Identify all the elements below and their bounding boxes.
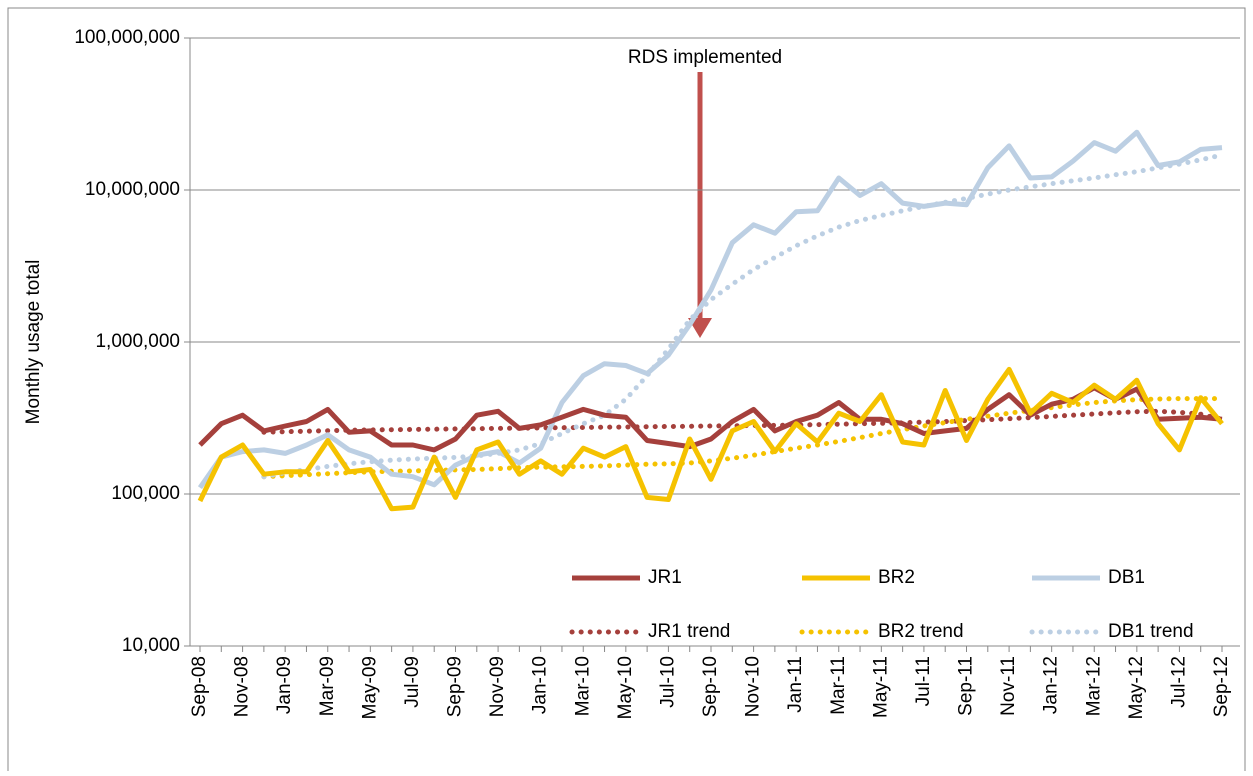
x-tick-label: Jul-10 <box>657 656 678 708</box>
x-tick-label: Mar-09 <box>317 656 338 716</box>
trend-line <box>261 152 1225 480</box>
series-line <box>197 366 1224 512</box>
annotation-arrowhead <box>688 318 712 338</box>
x-tick-label: Mar-11 <box>828 656 849 715</box>
legend-label: JR1 trend <box>648 621 730 642</box>
x-tick-label: Sep-12 <box>1211 656 1232 717</box>
x-tick-label: May-12 <box>1126 656 1147 719</box>
y-axis-label: Monthly usage total <box>23 260 44 425</box>
y-tick-label: 100,000,000 <box>74 27 180 48</box>
trend-line <box>261 408 1225 435</box>
legend-label: BR2 <box>878 567 915 588</box>
x-tick-label: Nov-11 <box>998 656 1019 716</box>
x-tick-label: May-09 <box>359 656 380 719</box>
series-line <box>198 385 1223 453</box>
legend-label: DB1 trend <box>1108 621 1194 642</box>
y-tick-label: 100,000 <box>111 483 180 504</box>
x-tick-label: Jul-12 <box>1168 656 1189 708</box>
x-tick-label: Nov-08 <box>232 656 253 717</box>
x-tick-label: Nov-09 <box>487 656 508 717</box>
x-tick-label: Mar-12 <box>1083 656 1104 716</box>
x-tick-label: Jul-11 <box>913 656 934 706</box>
chart-frame <box>7 7 1246 776</box>
x-tick-label: Sep-09 <box>445 656 466 717</box>
x-tick-label: Sep-10 <box>700 656 721 717</box>
x-tick-label: Jan-09 <box>274 656 295 714</box>
legend-label: DB1 <box>1108 567 1145 588</box>
x-tick-label: Nov-10 <box>743 656 764 717</box>
x-tick-label: May-11 <box>870 656 891 718</box>
x-tick-label: Sep-08 <box>189 656 210 717</box>
x-tick-label: Sep-11 <box>956 656 977 716</box>
x-tick-label: Jul-09 <box>402 656 423 708</box>
x-tick-label: Jan-11 <box>785 656 806 713</box>
series-line <box>197 129 1223 490</box>
x-tick-label: Mar-10 <box>572 656 593 716</box>
y-tick-label: 10,000,000 <box>85 179 180 200</box>
x-tick-label: Jan-12 <box>1041 656 1062 714</box>
trend-line <box>261 396 1225 480</box>
y-tick-label: 1,000,000 <box>95 331 180 352</box>
x-tick-label: Jan-10 <box>530 656 551 714</box>
annotation: RDS implemented <box>628 47 782 68</box>
legend-label: BR2 trend <box>878 621 964 642</box>
x-tick-label: May-10 <box>615 656 636 719</box>
y-tick-label: 10,000 <box>122 635 180 656</box>
legend-label: JR1 <box>648 567 682 588</box>
